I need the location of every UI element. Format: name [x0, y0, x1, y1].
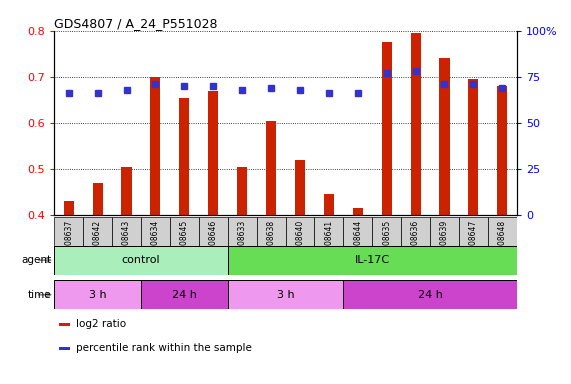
Bar — [411, 33, 421, 215]
Bar — [54, 246, 228, 275]
Text: GSM808638: GSM808638 — [267, 220, 276, 266]
Text: control: control — [122, 255, 160, 265]
Bar — [353, 208, 363, 215]
Bar — [122, 167, 131, 215]
Bar — [179, 98, 190, 215]
Text: GSM808646: GSM808646 — [209, 220, 218, 266]
Bar — [372, 217, 401, 269]
Text: 24 h: 24 h — [417, 290, 443, 300]
Text: time: time — [28, 290, 51, 300]
Bar — [228, 246, 517, 275]
Text: GSM808640: GSM808640 — [295, 220, 304, 266]
Text: GSM808634: GSM808634 — [151, 220, 160, 266]
Bar — [237, 167, 247, 215]
Text: GSM808647: GSM808647 — [469, 220, 478, 266]
Bar — [199, 217, 228, 269]
Text: 3 h: 3 h — [89, 290, 106, 300]
Bar — [468, 79, 478, 215]
Bar — [83, 217, 112, 269]
Text: agent: agent — [21, 255, 51, 265]
Text: GDS4807 / A_24_P551028: GDS4807 / A_24_P551028 — [54, 17, 218, 30]
Bar — [401, 217, 430, 269]
Text: log2 ratio: log2 ratio — [77, 319, 127, 329]
Bar — [63, 201, 74, 215]
Text: GSM808648: GSM808648 — [498, 220, 507, 266]
Bar — [381, 42, 392, 215]
Bar — [430, 217, 459, 269]
Text: GSM808636: GSM808636 — [411, 220, 420, 266]
Bar — [315, 217, 343, 269]
Text: IL-17C: IL-17C — [355, 255, 390, 265]
Bar — [459, 217, 488, 269]
Bar — [54, 280, 141, 309]
Text: GSM808645: GSM808645 — [180, 220, 189, 266]
Bar — [228, 217, 256, 269]
Bar — [295, 160, 305, 215]
Bar — [54, 217, 83, 269]
Bar — [440, 58, 449, 215]
Text: GSM808644: GSM808644 — [353, 220, 362, 266]
Text: 24 h: 24 h — [172, 290, 197, 300]
Text: GSM808643: GSM808643 — [122, 220, 131, 266]
Bar — [93, 183, 103, 215]
Bar — [112, 217, 141, 269]
Text: GSM808635: GSM808635 — [382, 220, 391, 266]
Bar — [228, 280, 343, 309]
Text: GSM808641: GSM808641 — [324, 220, 333, 266]
Text: percentile rank within the sample: percentile rank within the sample — [77, 343, 252, 353]
Bar — [256, 217, 286, 269]
Bar — [141, 280, 228, 309]
Text: GSM808639: GSM808639 — [440, 220, 449, 266]
Bar — [59, 323, 70, 326]
Bar — [266, 121, 276, 215]
Bar — [343, 217, 372, 269]
Bar — [286, 217, 315, 269]
Bar — [324, 194, 334, 215]
Text: GSM808637: GSM808637 — [64, 220, 73, 266]
Text: 3 h: 3 h — [277, 290, 294, 300]
Bar — [343, 280, 517, 309]
Bar — [488, 217, 517, 269]
Bar — [170, 217, 199, 269]
Text: GSM808642: GSM808642 — [93, 220, 102, 266]
Text: GSM808633: GSM808633 — [238, 220, 247, 266]
Bar — [59, 347, 70, 350]
Bar — [150, 77, 160, 215]
Bar — [141, 217, 170, 269]
Bar — [497, 86, 508, 215]
Bar — [208, 91, 218, 215]
